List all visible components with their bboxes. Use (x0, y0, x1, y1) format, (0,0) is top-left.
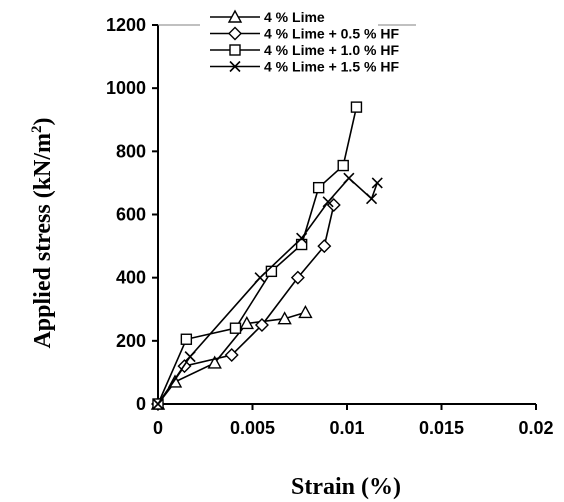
y-tick-label: 1000 (106, 78, 146, 98)
x-tick-label: 0.01 (329, 418, 364, 438)
legend-marker-triangle (227, 9, 243, 23)
data-point-cross (371, 177, 383, 189)
data-point-triangle (239, 316, 255, 330)
data-point-cross (296, 232, 308, 244)
y-tick-label: 1200 (106, 15, 146, 35)
data-point-square (312, 181, 325, 194)
data-point-diamond (317, 239, 332, 254)
x-tick-label: 0.015 (419, 418, 464, 438)
x-tick-label: 0.005 (230, 418, 275, 438)
data-point-triangle (298, 304, 313, 319)
data-point-cross (322, 196, 334, 208)
legend-label: 4 % Lime + 1.5 % HF (264, 59, 399, 75)
series-line (157, 204, 335, 405)
data-point-triangle (207, 355, 222, 369)
x-tick-label: 0 (153, 418, 163, 438)
x-axis-ticks: 0 0.005 0.01 0.015 0.02 (153, 404, 554, 438)
y-axis-title-superscript: 2 (29, 125, 45, 133)
y-tick-label: 200 (116, 331, 146, 351)
data-point-diamond (290, 270, 305, 285)
y-axis-title-close: ) (30, 117, 56, 125)
data-point-square (337, 159, 349, 172)
series-line (157, 177, 378, 405)
data-point-square (229, 322, 242, 334)
legend-entry: 4 % Lime + 1.5 % HF (210, 59, 399, 75)
series-4 (152, 172, 383, 410)
legend-marker-diamond (228, 26, 242, 41)
data-point-square (295, 238, 308, 251)
data-point-diamond (224, 348, 239, 363)
data-point-square (180, 333, 193, 345)
data-point-cross (152, 398, 164, 410)
legend-entry: 4 % Lime + 1.0 % HF (210, 42, 399, 58)
legend-entry: 4 % Lime (210, 9, 325, 25)
data-point-triangle (277, 311, 292, 325)
y-axis-title: Applied stress (kN/m2) (29, 117, 56, 348)
x-tick-label: 0.02 (518, 418, 553, 438)
data-point-cross (366, 193, 378, 205)
series-2 (151, 198, 341, 411)
series-layer (150, 101, 383, 411)
data-point-diamond (254, 318, 269, 333)
data-point-cross (254, 272, 266, 284)
y-tick-label: 400 (116, 268, 146, 288)
legend-marker-square (229, 44, 241, 56)
y-tick-label: 800 (116, 141, 146, 161)
legend-marker-cross (229, 60, 241, 73)
x-axis-title: Strain (%) (291, 474, 401, 500)
legend-entry: 4 % Lime + 0.5 % HF (210, 26, 399, 42)
y-tick-label: 0 (136, 394, 146, 414)
data-point-square (350, 101, 363, 113)
y-tick-label: 600 (116, 205, 146, 225)
legend-label: 4 % Lime (264, 9, 325, 25)
y-axis-title-base: Applied stress (kN/m (30, 133, 56, 349)
legend-label: 4 % Lime + 0.5 % HF (264, 26, 399, 42)
data-point-cross (184, 351, 196, 363)
data-point-cross (343, 172, 355, 184)
y-axis-ticks: 0 200 400 600 800 1000 1200 (106, 15, 158, 414)
legend-label: 4 % Lime + 1.0 % HF (264, 42, 399, 58)
